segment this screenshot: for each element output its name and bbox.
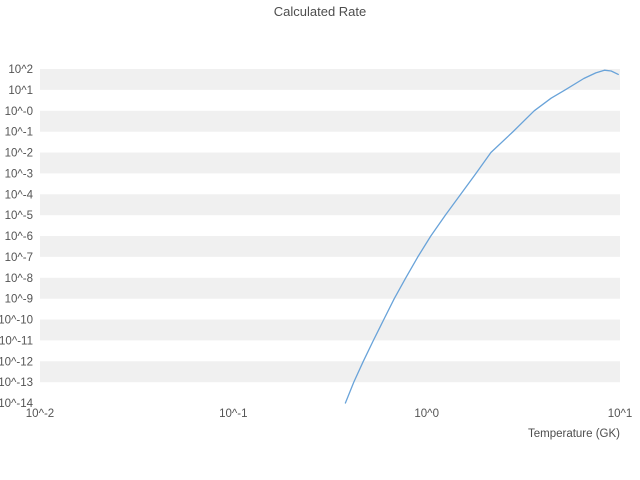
grid-band xyxy=(40,361,620,383)
grid-band xyxy=(40,236,620,257)
y-tick-label: 10^-13 xyxy=(0,377,33,389)
grid-band xyxy=(40,277,620,299)
grid-band xyxy=(40,194,620,216)
chart-title: Calculated Rate xyxy=(274,4,367,19)
plot-background-bands xyxy=(40,69,620,383)
y-tick-label: 10^-11 xyxy=(0,335,33,347)
y-tick-label: 10^-0 xyxy=(5,106,33,118)
y-tick-label: 10^-4 xyxy=(5,189,34,201)
y-tick-label: 10^-3 xyxy=(5,168,33,180)
y-tick-label: 10^-12 xyxy=(0,356,33,368)
x-tick-label: 10^1 xyxy=(608,408,633,420)
grid-band xyxy=(40,152,620,174)
y-tick-label: 10^-14 xyxy=(0,398,34,410)
y-tick-label: 10^-5 xyxy=(5,210,33,222)
x-tick-label: 10^-1 xyxy=(219,408,247,420)
y-tick-label: 10^-8 xyxy=(5,273,33,285)
x-tick-label: 10^0 xyxy=(414,408,439,420)
y-tick-label: 10^-9 xyxy=(5,294,33,306)
rate-line-series xyxy=(344,69,619,404)
x-tick-label: 10^-2 xyxy=(26,408,54,420)
y-tick-label: 10^-6 xyxy=(5,231,33,243)
y-tick-label: 10^-7 xyxy=(5,252,33,264)
y-tick-label: 10^2 xyxy=(8,64,33,76)
x-axis-label: Temperature (GK) xyxy=(528,428,620,440)
y-axis-tick-labels: 10^2 10^1 10^-0 10^-1 10^-2 10^-3 10^-4 10^-5 10… xyxy=(0,64,34,410)
grid-band xyxy=(40,110,620,132)
grid-band xyxy=(40,69,620,90)
y-tick-label: 10^-10 xyxy=(0,315,33,327)
grid-band xyxy=(40,319,620,341)
x-axis-tick-labels: 10^-2 10^-1 10^0 10^1 xyxy=(26,408,633,420)
y-tick-label: 10^-2 xyxy=(5,148,33,160)
y-tick-label: 10^-1 xyxy=(5,127,33,139)
y-tick-label: 10^1 xyxy=(8,85,33,97)
rate-line xyxy=(344,69,619,404)
